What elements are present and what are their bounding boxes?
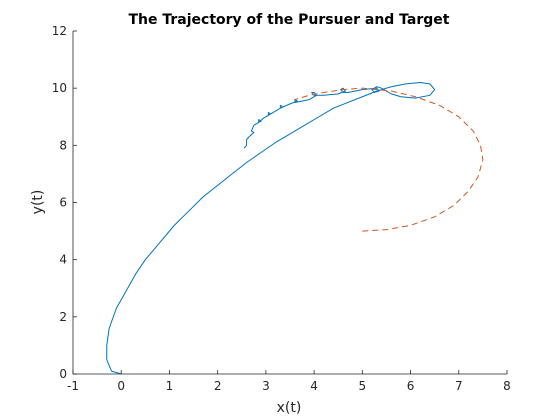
x-tick-label: -1 [67, 379, 79, 393]
target-trajectory-line [294, 87, 484, 232]
y-tick-label: 0 [59, 367, 67, 381]
x-tick-label: 0 [117, 379, 125, 393]
y-tick-label: 6 [59, 196, 67, 210]
y-tick-label: 4 [59, 253, 67, 267]
x-tick-label: 3 [262, 379, 270, 393]
chart-title: The Trajectory of the Pursuer and Target [129, 12, 450, 28]
y-tick-label: 12 [52, 24, 67, 38]
x-tick-label: 5 [359, 379, 367, 393]
y-axis-label: y(t) [30, 190, 46, 215]
series-layer [106, 81, 484, 375]
x-tick-label: 7 [455, 379, 463, 393]
x-tick-label: 4 [310, 379, 318, 393]
y-axis-ticks: 0 2 4 6 8 10 12 [52, 24, 77, 381]
y-tick-label: 2 [59, 310, 67, 324]
axes-box [73, 31, 507, 374]
y-tick-label: 10 [52, 81, 67, 95]
pursuer-trajectory-line [106, 81, 436, 375]
x-tick-label: 8 [503, 379, 511, 393]
x-axis-ticks: -1 0 1 2 3 4 5 6 7 8 [67, 370, 511, 393]
x-axis-label: x(t) [277, 400, 302, 416]
x-tick-label: 1 [166, 379, 174, 393]
y-tick-label: 8 [59, 138, 67, 152]
x-tick-label: 2 [214, 379, 222, 393]
x-tick-label: 6 [407, 379, 415, 393]
